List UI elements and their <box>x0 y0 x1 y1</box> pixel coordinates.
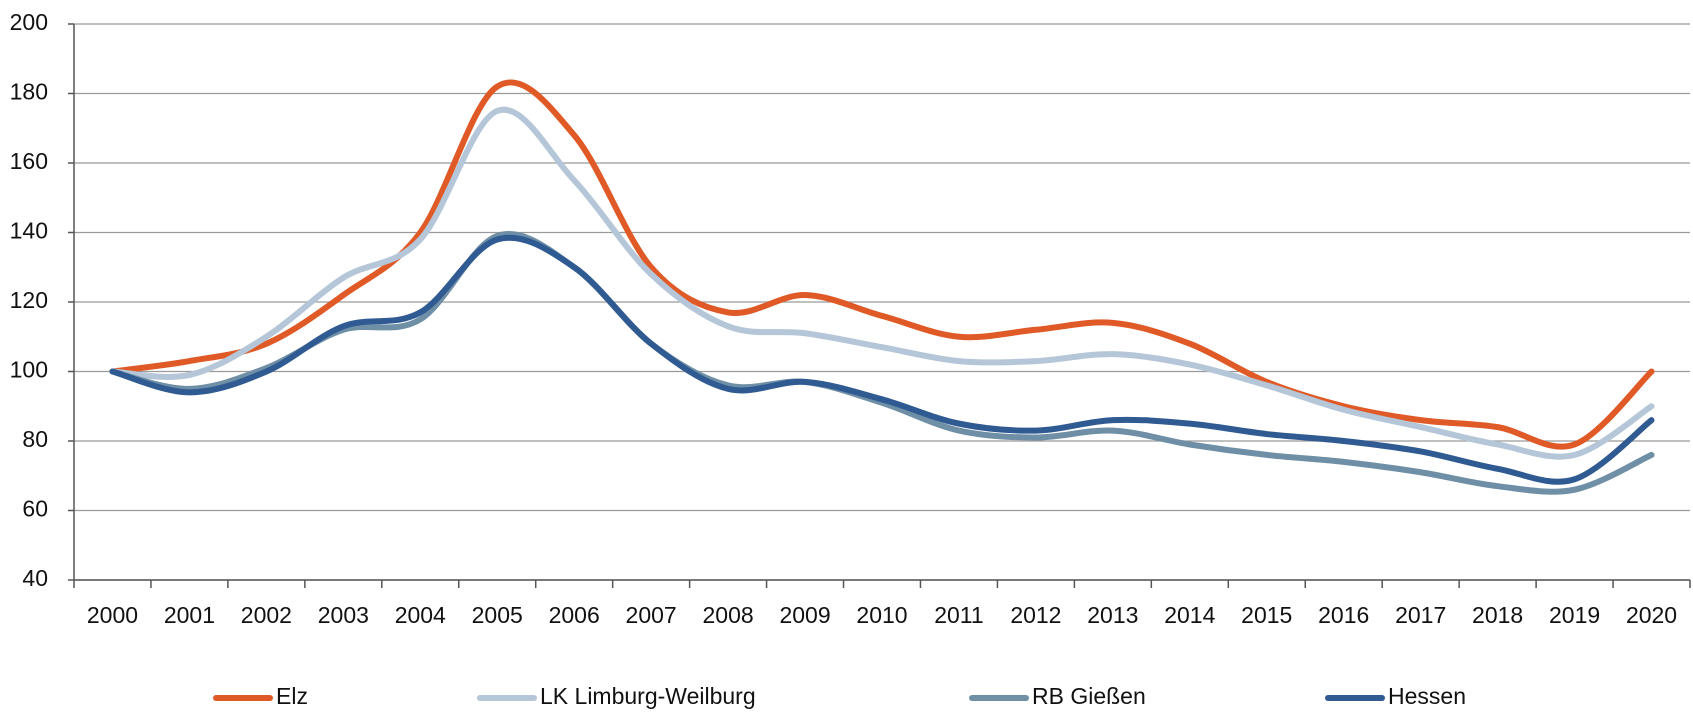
y-tick-label: 40 <box>22 565 48 591</box>
y-tick-label: 120 <box>10 287 48 313</box>
y-tick-label: 180 <box>10 79 48 105</box>
x-tick-label: 2003 <box>318 602 369 628</box>
legend-label: Hessen <box>1388 683 1466 709</box>
x-tick-label: 2002 <box>241 602 292 628</box>
x-tick-label: 2013 <box>1087 602 1138 628</box>
series-line <box>109 106 1655 460</box>
x-tick-label: 2011 <box>934 602 983 628</box>
x-tick-label: 2006 <box>549 602 600 628</box>
x-tick-label: 2001 <box>164 602 215 628</box>
legend-label: LK Limburg-Weilburg <box>540 683 756 709</box>
y-tick-label: 140 <box>10 218 48 244</box>
x-tick-label: 2015 <box>1241 602 1292 628</box>
x-tick-label: 2009 <box>779 602 830 628</box>
legend-label: RB Gießen <box>1032 683 1146 709</box>
y-tick-label: 160 <box>10 148 48 174</box>
x-tick-label: 2004 <box>395 602 446 628</box>
x-tick-label: 2010 <box>856 602 907 628</box>
y-tick-label: 200 <box>10 9 48 35</box>
y-tick-label: 100 <box>10 357 48 383</box>
x-tick-label: 2005 <box>472 602 523 628</box>
x-tick-label: 2019 <box>1549 602 1600 628</box>
legend-label: Elz <box>276 683 308 709</box>
x-tick-label: 2012 <box>1010 602 1061 628</box>
x-tick-label: 2014 <box>1164 602 1215 628</box>
series-line <box>109 234 1655 485</box>
series-line <box>109 79 1655 450</box>
x-tick-label: 2020 <box>1626 602 1677 628</box>
x-tick-label: 2008 <box>703 602 754 628</box>
x-tick-label: 2000 <box>87 602 138 628</box>
y-tick-label: 80 <box>22 426 48 452</box>
y-tick-label: 60 <box>22 496 48 522</box>
x-tick-label: 2018 <box>1472 602 1523 628</box>
x-tick-label: 2016 <box>1318 602 1369 628</box>
x-tick-label: 2007 <box>626 602 677 628</box>
x-tick-label: 2017 <box>1395 602 1446 628</box>
